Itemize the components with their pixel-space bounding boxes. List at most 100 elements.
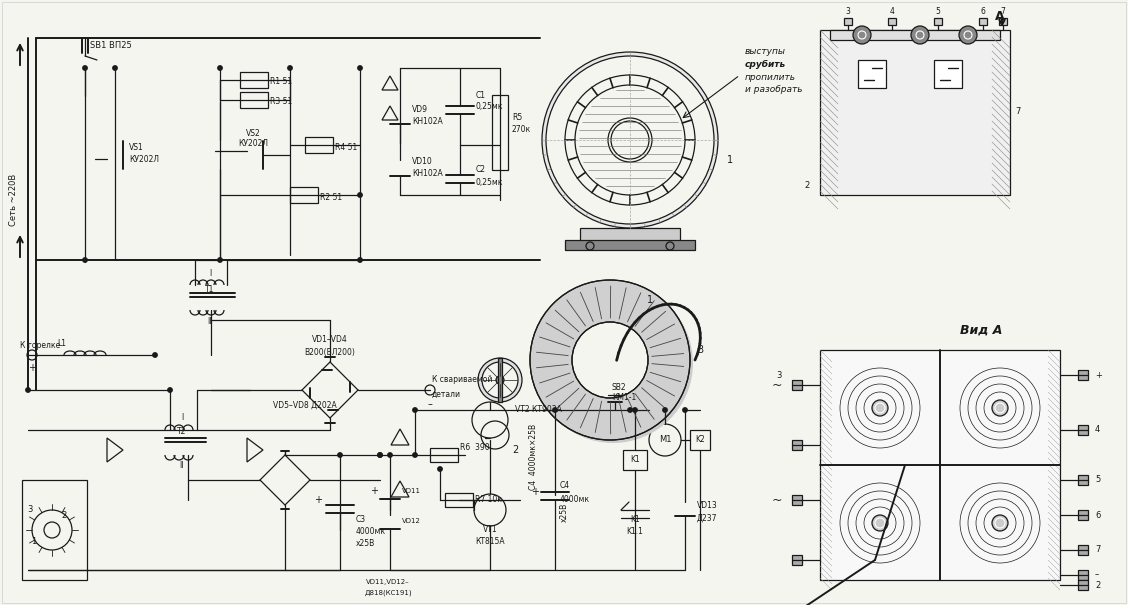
Text: и разобрать: и разобрать [744, 85, 802, 94]
Circle shape [337, 453, 342, 457]
Circle shape [413, 453, 417, 457]
Text: VD9: VD9 [412, 105, 428, 114]
Text: 2: 2 [804, 180, 810, 189]
Text: 3: 3 [776, 370, 782, 379]
Text: Сеть ~220В: Сеть ~220В [9, 174, 18, 226]
Text: R3 51: R3 51 [270, 97, 292, 106]
Text: пропилить: пропилить [744, 73, 796, 82]
Text: +: + [314, 495, 321, 505]
Text: M1: M1 [659, 436, 671, 445]
Bar [290, 187, 318, 203]
Circle shape [218, 258, 222, 262]
Text: K1: K1 [631, 456, 640, 465]
Text: +: + [28, 363, 36, 373]
Text: К свариваемой: К свариваемой [432, 376, 493, 385]
Bar [305, 137, 333, 153]
Text: C1: C1 [476, 91, 486, 99]
Circle shape [663, 408, 667, 412]
Text: 5: 5 [935, 7, 941, 16]
Text: 7: 7 [1015, 108, 1021, 117]
Text: –: – [428, 399, 432, 409]
Circle shape [911, 26, 929, 44]
Text: VD1–VD4: VD1–VD4 [312, 336, 347, 344]
Text: SB1 ВП25: SB1 ВП25 [90, 42, 132, 50]
Bar [1078, 580, 1089, 590]
Bar [820, 350, 1060, 580]
Bar [830, 30, 1001, 40]
Circle shape [26, 388, 30, 392]
Bar [792, 440, 802, 450]
Text: ~: ~ [772, 379, 782, 391]
Text: I: I [180, 413, 183, 422]
Bar [240, 92, 268, 108]
Circle shape [358, 258, 362, 262]
Circle shape [534, 283, 693, 443]
Circle shape [82, 258, 87, 262]
Circle shape [478, 358, 522, 402]
Text: VS2: VS2 [246, 128, 261, 137]
Text: 0,25мк: 0,25мк [476, 102, 503, 111]
Text: 270к: 270к [512, 125, 531, 134]
Circle shape [413, 408, 417, 412]
Text: VD5–VD8 Д202А: VD5–VD8 Д202А [273, 401, 337, 410]
Text: 3: 3 [846, 7, 851, 16]
Text: 1: 1 [647, 295, 653, 305]
Text: C3: C3 [356, 515, 367, 525]
Bar [565, 240, 695, 250]
Text: T1: T1 [205, 284, 214, 293]
Text: –: – [1095, 571, 1100, 580]
Circle shape [530, 280, 690, 440]
Text: R4 51: R4 51 [335, 143, 358, 151]
Circle shape [628, 408, 632, 412]
Circle shape [608, 118, 652, 162]
Text: 2: 2 [1095, 581, 1100, 589]
Bar [844, 18, 852, 25]
Text: В200(ВЛ200): В200(ВЛ200) [305, 347, 355, 356]
Text: 6: 6 [980, 7, 986, 16]
Text: 4: 4 [890, 7, 895, 16]
Text: КУ202Л: КУ202Л [238, 139, 268, 148]
Text: 3: 3 [697, 345, 703, 355]
Text: Д237: Д237 [697, 514, 717, 523]
Text: VT1: VT1 [483, 526, 497, 534]
Bar [623, 450, 647, 470]
Circle shape [358, 66, 362, 70]
Polygon shape [828, 410, 1002, 420]
Bar [792, 495, 802, 505]
Circle shape [482, 362, 518, 398]
Bar [1078, 475, 1089, 485]
Text: K1: K1 [631, 515, 640, 525]
Bar [792, 555, 802, 565]
Text: 1: 1 [32, 537, 36, 546]
Bar [1078, 425, 1089, 435]
Text: Д818(КС191): Д818(КС191) [364, 590, 412, 597]
Text: Вид А: Вид А [960, 324, 1003, 336]
Bar [999, 18, 1007, 25]
Text: х25В: х25В [356, 540, 376, 549]
Text: КН102А: КН102А [412, 117, 443, 126]
Bar [240, 72, 268, 88]
Text: T2: T2 [177, 428, 187, 436]
Text: VD11,VD12–: VD11,VD12– [367, 579, 409, 585]
Circle shape [113, 66, 117, 70]
Text: C2: C2 [476, 166, 486, 174]
Text: КУ202Л: КУ202Л [129, 154, 159, 163]
Bar [690, 430, 710, 450]
Circle shape [358, 193, 362, 197]
Circle shape [853, 26, 871, 44]
Bar [446, 493, 473, 507]
Circle shape [959, 26, 977, 44]
Text: R5: R5 [512, 114, 522, 122]
Circle shape [872, 515, 888, 531]
Bar [23, 480, 87, 580]
Circle shape [378, 453, 382, 457]
Circle shape [496, 376, 504, 384]
Bar [934, 18, 942, 25]
Bar [1078, 510, 1089, 520]
Text: R7 10к: R7 10к [475, 495, 502, 505]
Text: 6: 6 [1095, 511, 1101, 520]
Bar [858, 60, 885, 88]
Circle shape [168, 388, 173, 392]
Circle shape [378, 453, 382, 457]
Text: 7: 7 [1095, 546, 1101, 555]
